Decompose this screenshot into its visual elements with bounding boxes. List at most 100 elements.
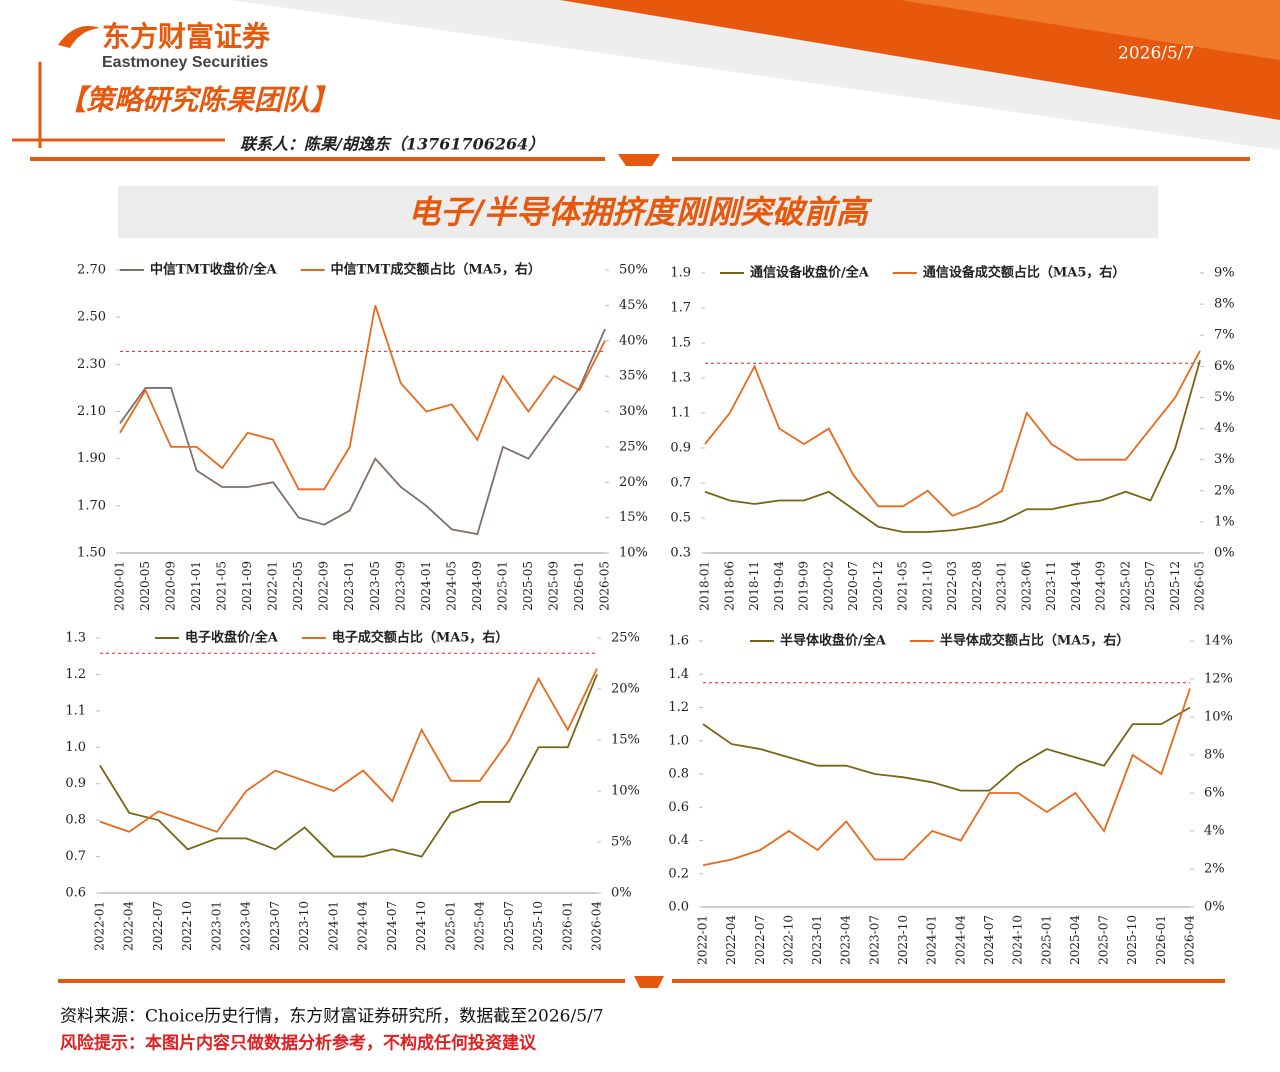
legend-label: 电子成交额占比（MA5，右） xyxy=(332,630,509,646)
x-tick-label: 2020-12 xyxy=(871,561,885,611)
x-tick-label: 2022-07 xyxy=(753,915,767,965)
source-note: 资料来源：Choice历史行情，东方财富证券研究所，数据截至2026/5/7 xyxy=(60,1007,604,1027)
x-tick-label: 2020-09 xyxy=(164,561,178,611)
y2-tick-label: 40% xyxy=(619,333,648,348)
x-tick-label: 2023-04 xyxy=(839,915,853,965)
y-tick-label: 0.9 xyxy=(65,776,86,791)
y2-tick-label: 9% xyxy=(1214,266,1235,281)
y-tick-label: 1.1 xyxy=(670,406,691,421)
legend-label: 电子收盘价/全A xyxy=(185,630,279,646)
y2-tick-label: 45% xyxy=(619,298,648,313)
y-tick-label: 0.8 xyxy=(65,813,86,828)
logo-mark xyxy=(58,26,100,48)
x-tick-label: 2024-10 xyxy=(414,901,428,951)
y-tick-label: 1.4 xyxy=(668,667,689,682)
y-tick-label: 2.10 xyxy=(77,404,106,419)
x-tick-label: 2024-04 xyxy=(356,901,370,951)
y2-tick-label: 14% xyxy=(1204,634,1233,649)
x-tick-label: 2023-01 xyxy=(995,561,1009,611)
x-tick-label: 2025-01 xyxy=(495,561,509,611)
x-tick-label: 2026-04 xyxy=(1183,915,1197,965)
y2-tick-label: 2% xyxy=(1214,483,1235,498)
y2-tick-label: 20% xyxy=(611,682,640,697)
x-tick-label: 2024-10 xyxy=(1011,915,1025,965)
y-tick-label: 1.90 xyxy=(77,451,106,466)
y2-tick-label: 5% xyxy=(1214,390,1235,405)
y-tick-label: 0.7 xyxy=(65,849,86,864)
x-tick-label: 2022-01 xyxy=(696,915,710,965)
y2-tick-label: 0% xyxy=(611,886,632,901)
series-line xyxy=(702,688,1191,867)
contact: 联系人：陈果/胡逸东（13761706264） xyxy=(240,135,544,154)
x-tick-label: 2022-03 xyxy=(945,561,959,611)
x-tick-label: 2022-08 xyxy=(970,561,984,611)
y-tick-label: 1.3 xyxy=(670,371,691,386)
y-tick-label: 1.50 xyxy=(77,546,106,561)
x-tick-label: 2024-07 xyxy=(385,901,399,951)
y-tick-label: 2.70 xyxy=(77,263,106,278)
x-tick-label: 2022-01 xyxy=(266,561,280,611)
y2-tick-label: 3% xyxy=(1214,452,1235,467)
x-tick-label: 2024-05 xyxy=(444,561,458,611)
x-tick-label: 2026-05 xyxy=(1193,561,1207,611)
y2-tick-label: 50% xyxy=(619,263,648,278)
x-tick-label: 2022-09 xyxy=(317,561,331,611)
legend-label: 通信设备成交额占比（MA5，右） xyxy=(923,265,1126,281)
x-tick-label: 2023-10 xyxy=(297,901,311,951)
x-tick-label: 2023-07 xyxy=(268,901,282,951)
y2-tick-label: 2% xyxy=(1204,862,1225,877)
risk-note: 风险提示：本图片内容只做数据分析参考，不构成任何投资建议 xyxy=(60,1033,537,1054)
y-tick-label: 1.9 xyxy=(670,266,691,281)
x-tick-label: 2019-09 xyxy=(797,561,811,611)
x-tick-label: 2023-09 xyxy=(393,561,407,611)
y-tick-label: 2.50 xyxy=(77,310,106,325)
y2-tick-label: 8% xyxy=(1214,297,1235,312)
series-line xyxy=(704,350,1201,517)
y-tick-label: 0.5 xyxy=(670,511,691,526)
legend-label: 中信TMT收盘价/全A xyxy=(150,262,277,278)
x-tick-label: 2025-01 xyxy=(443,901,457,951)
x-tick-label: 2024-09 xyxy=(1094,561,1108,611)
y-tick-label: 0.2 xyxy=(668,866,689,881)
x-tick-label: 2022-04 xyxy=(724,915,738,965)
x-tick-label: 2023-05 xyxy=(368,561,382,611)
x-tick-label: 2024-01 xyxy=(419,561,433,611)
y2-tick-label: 15% xyxy=(619,510,648,525)
y-tick-label: 0.6 xyxy=(668,800,689,815)
y2-tick-label: 7% xyxy=(1214,328,1235,343)
x-tick-label: 2023-10 xyxy=(896,915,910,965)
x-tick-label: 2026-05 xyxy=(598,561,612,611)
x-tick-label: 2022-04 xyxy=(122,901,136,951)
y-tick-label: 1.2 xyxy=(65,667,86,682)
y-tick-label: 1.2 xyxy=(668,700,689,715)
x-tick-label: 2023-06 xyxy=(1019,561,1033,611)
x-tick-label: 2024-01 xyxy=(925,915,939,965)
team: 【策略研究陈果团队】 xyxy=(58,84,338,117)
x-tick-label: 2021-01 xyxy=(189,561,203,611)
x-tick-label: 2024-01 xyxy=(326,901,340,951)
x-tick-label: 2024-09 xyxy=(470,561,484,611)
legend-label: 半导体成交额占比（MA5，右） xyxy=(940,633,1130,649)
y2-tick-label: 0% xyxy=(1214,546,1235,561)
x-tick-label: 2024-04 xyxy=(953,915,967,965)
chart-title: 电子/半导体拥挤度刚刚突破前高 xyxy=(408,193,873,231)
y2-tick-label: 8% xyxy=(1204,748,1225,763)
x-tick-label: 2022-07 xyxy=(151,901,165,951)
y2-tick-label: 30% xyxy=(619,404,648,419)
y2-tick-label: 10% xyxy=(611,784,640,799)
y2-tick-label: 4% xyxy=(1204,824,1225,839)
x-tick-label: 2021-10 xyxy=(920,561,934,611)
x-tick-label: 2023-04 xyxy=(239,901,253,951)
y-tick-label: 0.4 xyxy=(668,833,689,848)
x-tick-label: 2019-04 xyxy=(772,561,786,611)
x-tick-label: 2025-07 xyxy=(1143,561,1157,611)
x-tick-label: 2025-10 xyxy=(531,901,545,951)
series-line xyxy=(119,328,606,536)
legend-label: 通信设备收盘价/全A xyxy=(750,265,870,281)
header-band-2 xyxy=(900,0,1280,60)
brand-en: Eastmoney Securities xyxy=(102,54,268,71)
date: 2026/5/7 xyxy=(1118,44,1194,64)
x-tick-label: 2025-05 xyxy=(521,561,535,611)
y2-tick-label: 0% xyxy=(1204,900,1225,915)
y-tick-label: 1.1 xyxy=(65,703,86,718)
